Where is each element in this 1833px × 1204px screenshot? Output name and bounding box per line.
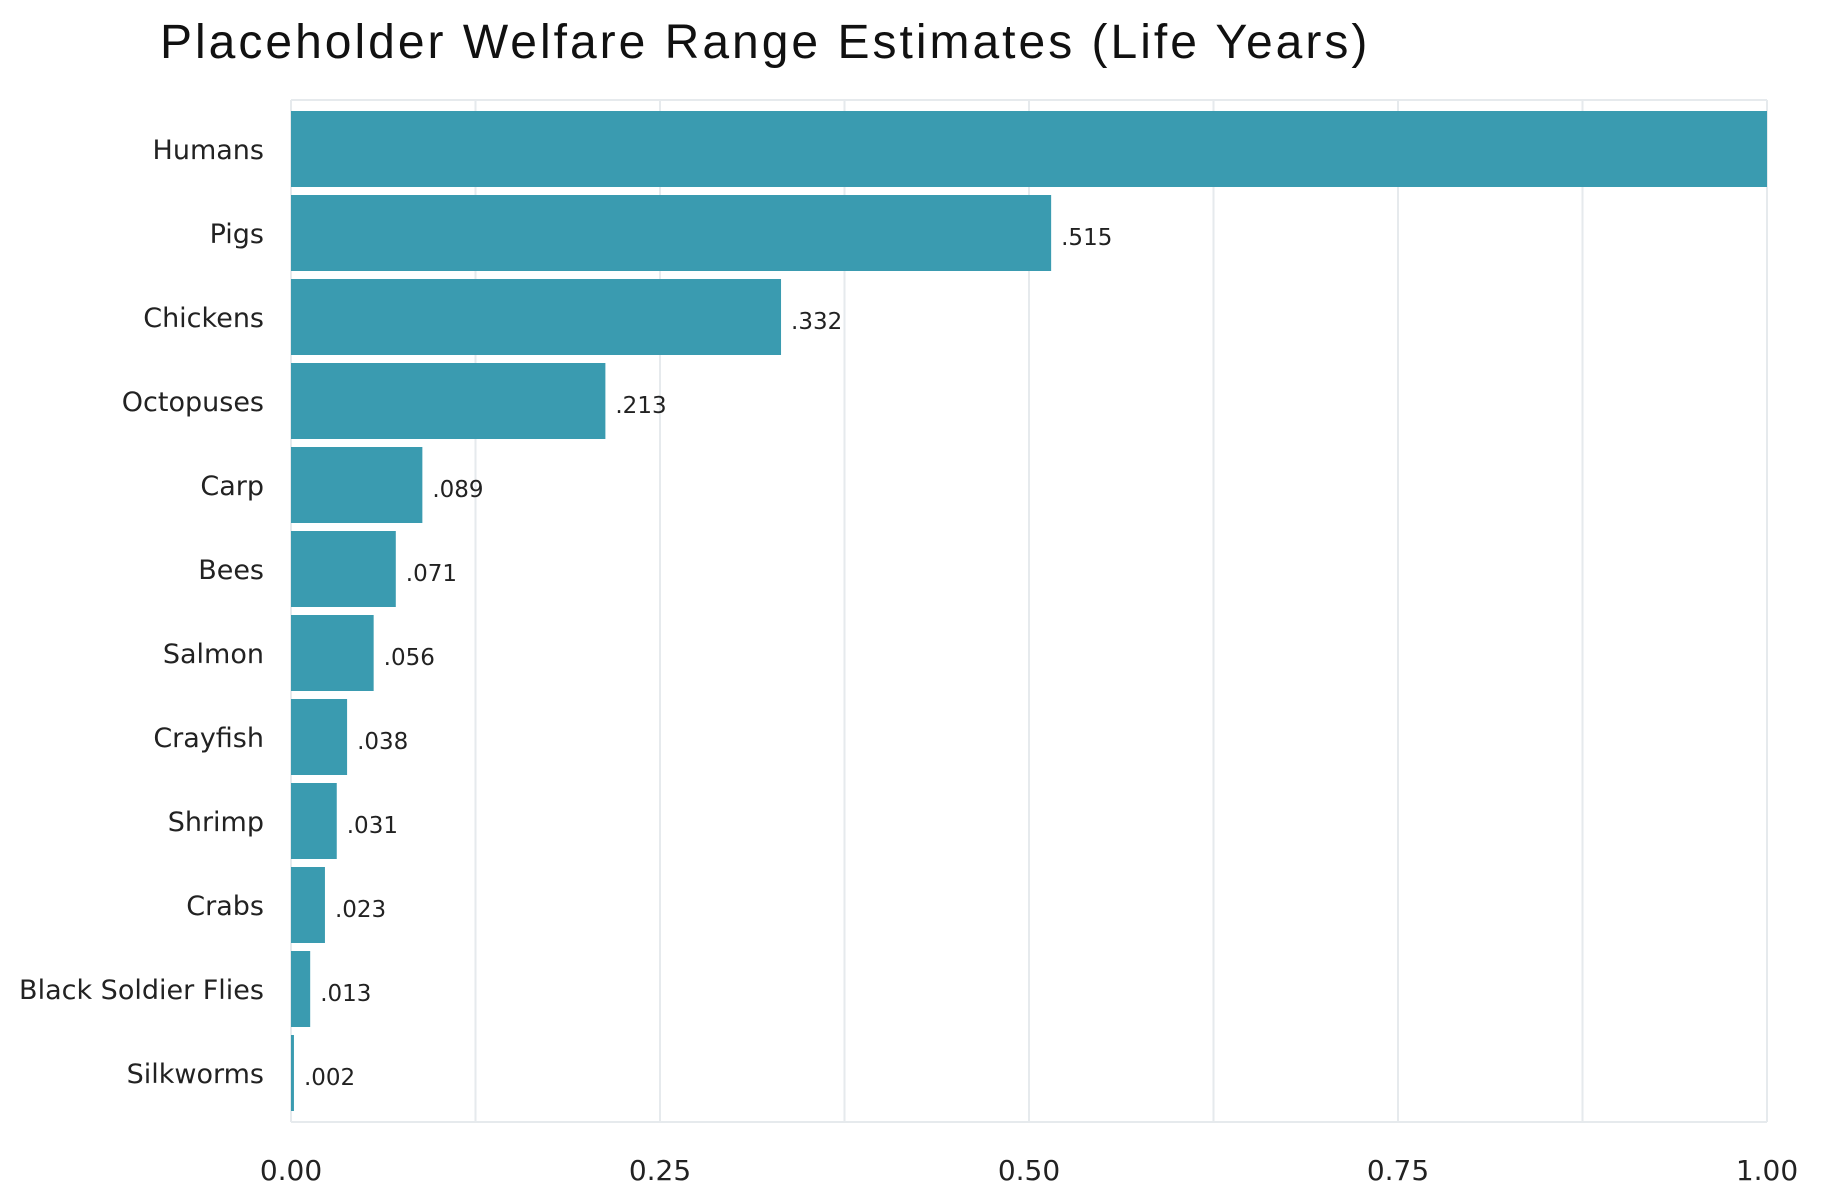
bar-silkworms: [291, 1035, 294, 1111]
x-axis-ticks: 0.00 0.25 0.50 0.75 1.00: [260, 1154, 1798, 1187]
value-label: .056: [384, 645, 435, 671]
category-label: Crabs: [186, 891, 264, 922]
bar-salmon: [291, 615, 374, 691]
bar-humans: [291, 111, 1767, 187]
value-label: .038: [357, 729, 408, 755]
value-label: .071: [406, 561, 457, 587]
x-tick-label: 1.00: [1736, 1154, 1798, 1187]
category-label: Chickens: [143, 303, 264, 334]
category-label: Bees: [198, 555, 264, 586]
bar-carp: [291, 447, 423, 523]
x-tick-label: 0.25: [629, 1154, 691, 1187]
bar-crabs: [291, 867, 325, 943]
category-label: Shrimp: [168, 807, 264, 838]
bar-chickens: [291, 279, 782, 355]
value-label: .515: [1061, 225, 1112, 251]
category-labels: Humans Pigs Chickens Octopuses Carp Bees Salmo…: [19, 135, 264, 1090]
value-label: .213: [615, 393, 666, 419]
category-label: Salmon: [163, 639, 264, 670]
chart-title: Placeholder Welfare Range Estimates (Lif…: [160, 16, 1370, 69]
bars: [291, 111, 1767, 1111]
value-label: .031: [347, 813, 398, 839]
value-label: .023: [335, 897, 386, 923]
bar-octopuses: [291, 363, 606, 439]
x-tick-label: 0.75: [1367, 1154, 1429, 1187]
category-label: Silkworms: [127, 1059, 264, 1090]
bar-shrimp: [291, 783, 337, 859]
value-label: .013: [320, 981, 371, 1007]
category-label: Pigs: [210, 219, 264, 250]
bar-pigs: [291, 195, 1052, 271]
x-tick-label: 0.00: [260, 1154, 322, 1187]
category-label: Humans: [153, 135, 264, 166]
category-label: Black Soldier Flies: [19, 975, 264, 1006]
value-label: .089: [432, 477, 483, 503]
value-labels: .515 .332 .213 .089 .071 .056 .038 .031 .023 .013…: [304, 225, 1112, 1091]
bar-crayfish: [291, 699, 348, 775]
bar-black-soldier-flies: [291, 951, 311, 1027]
category-label: Carp: [200, 471, 264, 502]
bar-bees: [291, 531, 396, 607]
value-label: .002: [304, 1065, 355, 1091]
category-label: Crayfish: [153, 723, 264, 754]
x-tick-label: 0.50: [998, 1154, 1060, 1187]
category-label: Octopuses: [122, 387, 264, 418]
value-label: .332: [791, 309, 842, 335]
